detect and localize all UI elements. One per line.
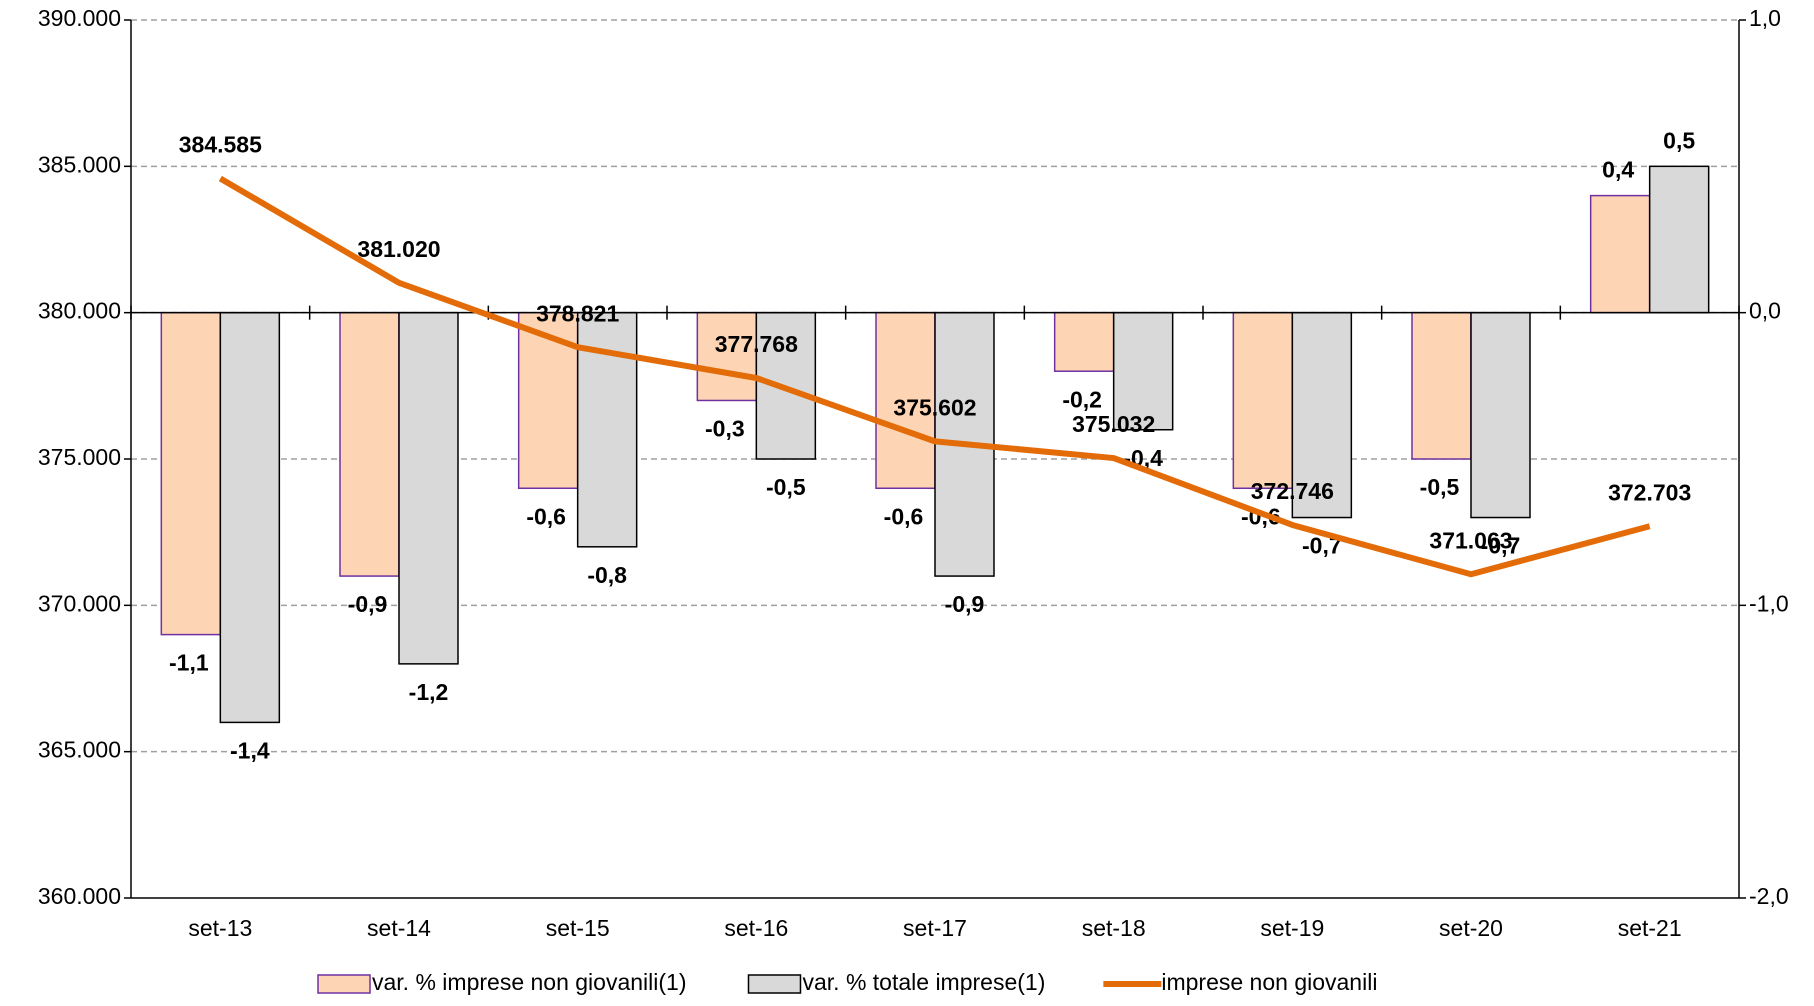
data-label: -1,4	[230, 737, 270, 763]
line-label: 381.020	[357, 236, 440, 262]
x-tick-label: set-14	[367, 915, 431, 941]
y-tick-label: 380.000	[38, 298, 121, 324]
bar	[1589, 194, 1651, 314]
y-tick-label: 370.000	[38, 590, 121, 616]
y2-tick-label: 1,0	[1749, 5, 1781, 31]
line-label: 372.746	[1251, 478, 1334, 504]
x-tick-label: set-21	[1618, 915, 1682, 941]
line-label: 375.602	[893, 394, 976, 420]
legend-swatch	[747, 974, 802, 994]
line-label: 384.585	[179, 132, 262, 158]
line-label: 375.032	[1072, 411, 1155, 437]
x-tick-label: set-20	[1439, 915, 1503, 941]
data-label: -0,7	[1481, 533, 1521, 559]
data-label: -0,3	[705, 416, 745, 442]
legend-label: var. % totale imprese(1)	[802, 969, 1045, 995]
bar	[1411, 311, 1472, 460]
bar	[1291, 311, 1353, 519]
y2-tick-label: -1,0	[1749, 590, 1789, 616]
bar	[1053, 311, 1115, 372]
data-label: -0,9	[945, 591, 985, 617]
legend-label: var. % imprese non giovanili(1)	[372, 969, 686, 995]
x-tick-label: set-13	[188, 915, 252, 941]
x-tick-label: set-16	[724, 915, 788, 941]
y-tick-label: 385.000	[38, 151, 121, 177]
y-tick-label: 390.000	[38, 5, 121, 31]
y-tick-label: 360.000	[38, 883, 121, 909]
data-label: -0,2	[1062, 386, 1102, 412]
data-label: -0,9	[348, 591, 388, 617]
y-tick-label: 375.000	[38, 444, 121, 470]
bar	[1470, 311, 1531, 519]
data-label: -0,8	[587, 562, 627, 588]
legend-label: imprese non giovanili	[1161, 969, 1377, 995]
data-label: -1,2	[409, 679, 449, 705]
legend-swatch	[317, 974, 371, 994]
bar	[219, 311, 281, 724]
data-label: 0,4	[1602, 157, 1634, 183]
x-tick-label: set-18	[1082, 915, 1146, 941]
bar	[339, 311, 400, 577]
y-tick-label: 365.000	[38, 737, 121, 763]
bar	[1648, 165, 1710, 314]
data-label: -1,1	[169, 650, 209, 676]
y2-tick-label: -2,0	[1749, 883, 1789, 909]
data-label: -0,5	[1420, 474, 1460, 500]
bar	[398, 311, 459, 665]
data-label: -0,6	[884, 503, 924, 529]
line-label: 371.063	[1429, 527, 1512, 553]
x-tick-label: set-15	[546, 915, 610, 941]
data-label: 0,5	[1663, 127, 1695, 153]
line-label: 377.768	[715, 331, 798, 357]
bar	[1112, 311, 1174, 431]
x-tick-label: set-19	[1260, 915, 1324, 941]
bar	[160, 311, 222, 636]
y2-tick-label: 0,0	[1749, 298, 1781, 324]
x-tick-label: set-17	[903, 915, 967, 941]
line-label: 372.703	[1608, 479, 1691, 505]
line	[218, 175, 1651, 578]
bar	[1232, 311, 1294, 490]
data-label: -0,6	[526, 503, 566, 529]
data-label: -0,5	[766, 474, 806, 500]
line-label: 378.821	[536, 300, 619, 326]
